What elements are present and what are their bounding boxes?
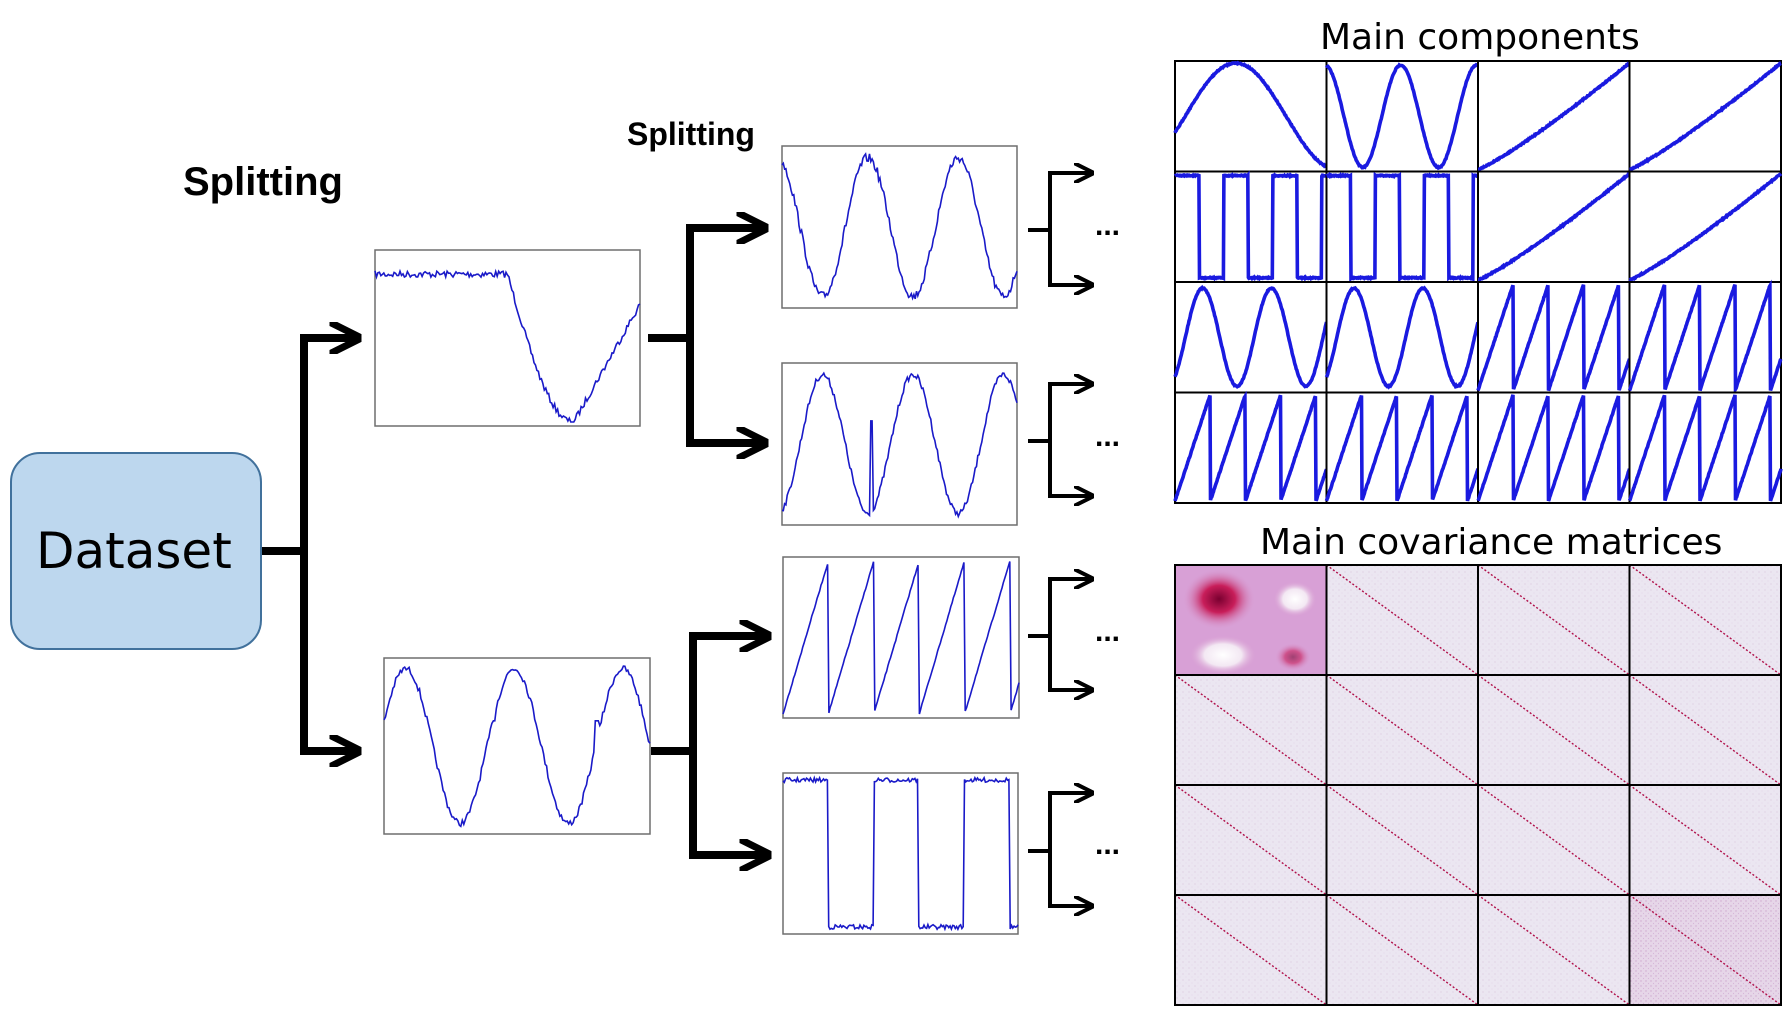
covariance-cell-diagonal — [1477, 784, 1631, 896]
covariance-cell-diagonal — [1325, 674, 1479, 786]
component-cell-rising-curve — [1477, 60, 1631, 173]
ellipsis-icon: ... — [1095, 209, 1121, 242]
main-covariance-title: Main covariance matrices — [1260, 522, 1723, 563]
component-cell-rising-curve — [1477, 170, 1631, 283]
level3-branch — [1028, 384, 1090, 496]
signal-panel-level1-bottom — [383, 657, 651, 835]
component-cell-triple-sine — [1173, 281, 1329, 394]
covariance-diagonal — [1477, 784, 1630, 896]
signal-panel-level2-3 — [782, 556, 1020, 719]
covariance-diagonal — [1326, 564, 1479, 676]
splitting-label-level2: Splitting — [627, 116, 755, 152]
component-waveform — [1478, 61, 1631, 172]
covariance-cell-diagonal — [1325, 784, 1479, 896]
splitting-label-level1: Splitting — [183, 160, 343, 204]
covariance-diagonal — [1477, 564, 1630, 676]
component-waveform — [1325, 62, 1480, 171]
component-cell-triple-sine — [1324, 281, 1480, 394]
signal-waveform — [781, 152, 1018, 301]
component-cell-sawtooth — [1476, 281, 1632, 394]
covariance-diagonal — [1629, 894, 1782, 1006]
covariance-diagonal — [1174, 894, 1327, 1006]
component-waveform — [1173, 170, 1328, 282]
component-waveform — [1627, 394, 1783, 502]
covariance-cell-diagonal — [1628, 784, 1782, 896]
component-waveform — [1476, 394, 1632, 502]
component-cell-sawtooth — [1627, 391, 1783, 504]
covariance-cell-diagonal-dense — [1628, 894, 1782, 1006]
component-cell-square-wave — [1173, 170, 1328, 283]
component-waveform — [1627, 279, 1783, 396]
component-cell-sawtooth — [1476, 391, 1632, 504]
component-waveform — [1629, 61, 1782, 172]
ellipsis-icon: ... — [1095, 615, 1121, 648]
component-cell-rising-curve — [1628, 170, 1783, 283]
component-cell-double-sine — [1325, 60, 1480, 173]
covariance-cell-diagonal — [1325, 564, 1479, 676]
component-waveform — [1324, 285, 1480, 390]
covariance-diagonal — [1174, 784, 1327, 896]
covariance-cell-diagonal — [1477, 894, 1631, 1006]
signal-waveform — [374, 268, 641, 423]
covariance-cell-diagonal — [1477, 674, 1631, 786]
signal-waveform — [383, 665, 651, 828]
component-cell-square-wave — [1325, 170, 1479, 285]
covariance-cell-diagonal — [1325, 894, 1479, 1006]
covariance-diagonal — [1629, 564, 1782, 676]
covariance-diagonal — [1629, 784, 1782, 896]
signal-waveform — [782, 561, 1020, 715]
covariance-diagonal — [1326, 674, 1479, 786]
component-cell-rising-curve — [1628, 60, 1782, 173]
ellipsis-icon: ... — [1095, 828, 1121, 861]
signal-panel-level2-4 — [782, 772, 1019, 935]
component-waveform — [1628, 172, 1783, 283]
signal-panels — [374, 145, 1020, 935]
covariance-diagonal — [1174, 674, 1327, 786]
covariance-cell-diagonal — [1174, 674, 1328, 786]
component-waveform — [1173, 60, 1328, 169]
dataset-node — [10, 452, 262, 650]
level3-branch — [1028, 793, 1090, 906]
component-waveform — [1478, 172, 1631, 282]
covariance-diagonal — [1326, 894, 1479, 1006]
ellipsis-icon: ... — [1095, 420, 1121, 453]
component-cell-sawtooth — [1324, 391, 1480, 504]
covariance-diagonal — [1629, 674, 1782, 786]
main-covariance-grid — [1174, 564, 1782, 1006]
covariance-cell-diagonal — [1628, 674, 1782, 786]
covariance-diagonal — [1477, 674, 1630, 786]
component-waveform — [1476, 284, 1632, 392]
main-components-title: Main components — [1320, 17, 1640, 58]
signal-panel-level2-2 — [781, 362, 1018, 526]
covariance-cell-diagonal — [1174, 894, 1328, 1006]
component-waveform — [1173, 284, 1329, 389]
component-cell-half-sine — [1173, 60, 1328, 173]
covariance-cell-diagonal — [1628, 564, 1782, 676]
level3-branches — [1028, 173, 1090, 906]
signal-panel-level1-top — [374, 249, 641, 427]
dataset-label: Dataset — [36, 522, 232, 580]
component-cell-sawtooth — [1627, 279, 1783, 396]
level1-branch — [262, 338, 355, 751]
main-components-grid — [1173, 60, 1783, 504]
covariance-diagonal — [1326, 784, 1479, 896]
covariance-cell-diagonal — [1174, 784, 1328, 896]
component-cell-sawtooth — [1173, 390, 1329, 504]
level3-branch — [1028, 173, 1090, 285]
level3-branch — [1028, 579, 1090, 690]
signal-waveform — [781, 371, 1018, 519]
signal-waveform — [782, 775, 1019, 932]
covariance-cell-blob — [1174, 564, 1328, 676]
covariance-diagonal — [1477, 894, 1630, 1006]
covariance-cell-diagonal — [1477, 564, 1631, 676]
signal-panel-level2-1 — [781, 145, 1018, 309]
component-waveform — [1325, 171, 1479, 285]
level2-branch-upper — [648, 228, 762, 443]
level2-branch-lower — [651, 636, 765, 855]
component-waveform — [1173, 390, 1329, 502]
component-waveform — [1324, 394, 1480, 502]
